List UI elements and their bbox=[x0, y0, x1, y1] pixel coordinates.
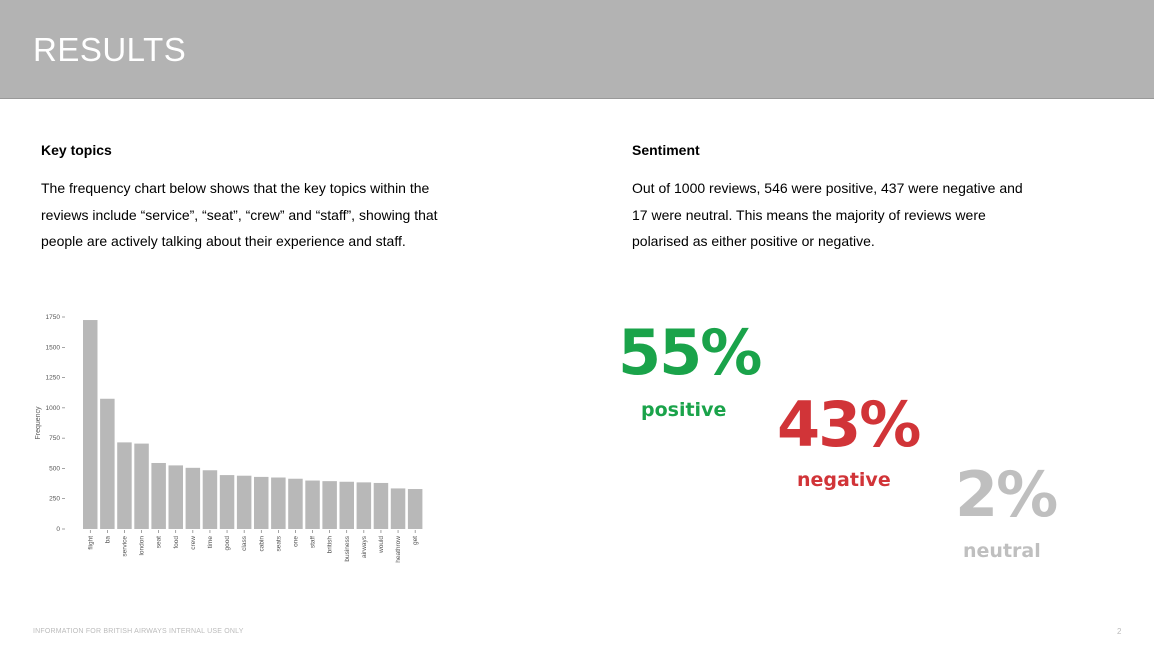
x-tick-label: one bbox=[292, 536, 299, 547]
x-tick-label: get bbox=[412, 536, 419, 545]
bar-one bbox=[288, 478, 303, 529]
sentiment-line: polarised as either positive or negative… bbox=[632, 233, 875, 249]
header-bar: RESULTS bbox=[0, 0, 1154, 99]
x-tick-label: business bbox=[344, 535, 351, 561]
bar-get bbox=[407, 489, 423, 529]
y-tick-label: 500 bbox=[49, 465, 60, 472]
bar-cabin bbox=[254, 476, 269, 529]
key-topics-text: The frequency chart below shows that the… bbox=[41, 175, 438, 255]
page-title: RESULTS bbox=[33, 31, 187, 68]
x-tick-label: good bbox=[224, 536, 231, 551]
y-axis-label: Frequency bbox=[35, 406, 42, 440]
positive-label: positive bbox=[641, 399, 727, 421]
sentiment-heading: Sentiment bbox=[632, 142, 700, 158]
x-tick-label: crew bbox=[190, 536, 197, 550]
page-number: 2 bbox=[1117, 627, 1122, 636]
y-tick-label: 750 bbox=[49, 435, 60, 442]
y-tick-label: 0 bbox=[56, 526, 60, 533]
sentiment-text: Out of 1000 reviews, 546 were positive, … bbox=[632, 175, 1023, 255]
bar-london bbox=[134, 443, 149, 529]
x-tick-label: british bbox=[327, 536, 334, 554]
bar-crew bbox=[185, 467, 201, 529]
bar-ba bbox=[100, 398, 115, 529]
x-tick-label: class bbox=[241, 535, 248, 551]
neutral-label: neutral bbox=[963, 540, 1041, 562]
bar-flight bbox=[83, 320, 98, 529]
x-tick-label: ba bbox=[104, 536, 111, 544]
x-tick-label: food bbox=[173, 536, 180, 549]
bar-good bbox=[219, 475, 235, 529]
x-tick-label: heathrow bbox=[395, 536, 402, 563]
sentiment-line: 17 were neutral. This means the majority… bbox=[632, 206, 986, 223]
bar-seats bbox=[271, 477, 286, 529]
sentiment-line: Out of 1000 reviews, 546 were positive, … bbox=[632, 180, 1023, 196]
bar-seat bbox=[151, 462, 166, 529]
bar-service bbox=[117, 442, 132, 529]
bar-staff bbox=[305, 480, 320, 529]
x-tick-label: time bbox=[207, 536, 214, 549]
x-tick-label: service bbox=[121, 536, 128, 557]
bar-business bbox=[339, 481, 354, 529]
x-tick-label: london bbox=[139, 536, 146, 556]
topic-frequency-chart: 0 250 500 750 1000 1250 1500 1750 Frequency fligh… bbox=[35, 314, 423, 563]
bar-would bbox=[373, 482, 389, 529]
bar-airways bbox=[356, 482, 372, 529]
y-tick-label: 1500 bbox=[46, 344, 61, 351]
x-tick-label: seat bbox=[156, 536, 163, 548]
footer-note: INFORMATION FOR BRITISH AIRWAYS INTERNAL… bbox=[33, 628, 244, 635]
negative-percent: 43% bbox=[777, 388, 921, 461]
x-tick-label: cabin bbox=[258, 536, 265, 552]
x-tick-label: seats bbox=[275, 535, 282, 551]
bar-british bbox=[322, 481, 337, 529]
y-tick-label: 250 bbox=[49, 496, 60, 503]
positive-percent: 55% bbox=[618, 316, 762, 389]
neutral-percent: 2% bbox=[955, 458, 1058, 531]
y-tick-label: 1250 bbox=[46, 375, 61, 382]
y-tick-label: 1000 bbox=[46, 405, 61, 412]
x-tick-label: flight bbox=[87, 536, 94, 550]
y-tick-label: 1750 bbox=[46, 314, 61, 321]
x-tick-label: airways bbox=[361, 535, 368, 558]
bar-time bbox=[202, 470, 218, 529]
bar-class bbox=[236, 475, 252, 529]
x-tick-label: staff bbox=[310, 536, 317, 548]
negative-label: negative bbox=[797, 469, 891, 491]
key-topics-line: people are actively talking about their … bbox=[41, 233, 406, 249]
bar-heathrow bbox=[390, 488, 406, 529]
bar-food bbox=[168, 465, 183, 529]
key-topics-line: The frequency chart below shows that the… bbox=[41, 180, 430, 196]
key-topics-heading: Key topics bbox=[41, 142, 112, 158]
x-tick-label: would bbox=[378, 536, 385, 554]
key-topics-line: reviews include “service”, “seat”, “crew… bbox=[41, 206, 438, 223]
